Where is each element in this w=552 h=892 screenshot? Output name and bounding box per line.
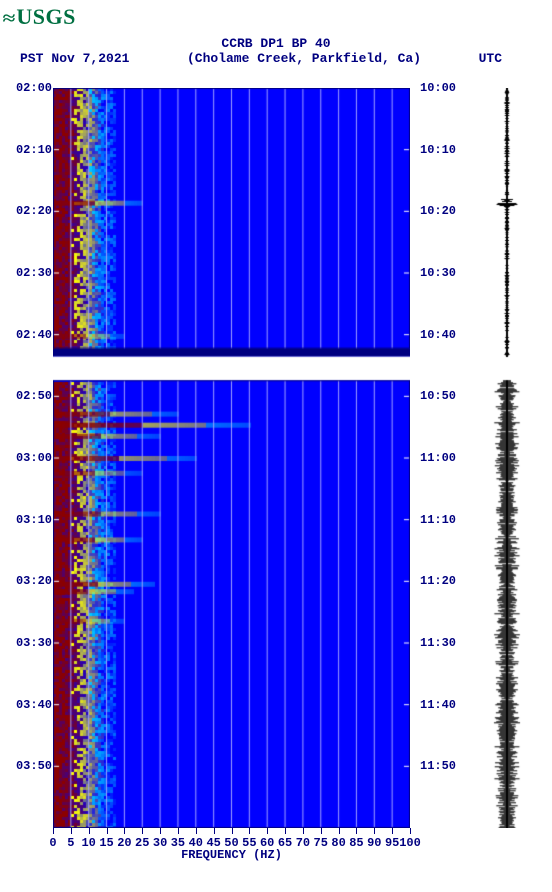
- utc-tick-label: 10:20: [420, 204, 456, 218]
- freq-tick: [53, 828, 54, 834]
- pst-tick-label: 02:50: [16, 389, 52, 403]
- utc-tick-label: 11:20: [420, 574, 456, 588]
- title-station: CCRB DP1 BP 40: [0, 36, 552, 51]
- freq-tick: [107, 828, 108, 834]
- freq-tick: [392, 828, 393, 834]
- waveform-panel: [472, 88, 542, 828]
- usgs-wave-icon: ≈: [2, 8, 16, 29]
- utc-tick-label: 10:40: [420, 328, 456, 342]
- freq-tick: [196, 828, 197, 834]
- freq-tick: [374, 828, 375, 834]
- pst-tick-label: 02:40: [16, 328, 52, 342]
- freq-tick: [160, 828, 161, 834]
- tz-left-label: PST: [20, 51, 43, 66]
- freq-tick: [214, 828, 215, 834]
- utc-tick-label: 10:30: [420, 266, 456, 280]
- spectrogram-plot: [53, 88, 410, 828]
- chart-title: CCRB DP1 BP 40 PST Nov 7,2021 (Cholame C…: [0, 36, 552, 66]
- freq-tick: [410, 828, 411, 834]
- pst-time-axis: 02:0002:1002:2002:3002:4002:5003:0003:10…: [10, 88, 52, 828]
- pst-tick-label: 02:00: [16, 81, 52, 95]
- utc-tick-label: 10:10: [420, 143, 456, 157]
- tz-right-label: UTC: [479, 51, 502, 66]
- utc-tick-label: 11:50: [420, 759, 456, 773]
- freq-tick: [249, 828, 250, 834]
- frequency-axis-title: FREQUENCY (HZ): [0, 848, 463, 862]
- pst-tick-label: 03:10: [16, 513, 52, 527]
- utc-tick-label: 11:00: [420, 451, 456, 465]
- pst-tick-label: 02:10: [16, 143, 52, 157]
- frequency-axis: 0510152025303540455055606570758085909510…: [53, 830, 410, 844]
- utc-time-axis: 10:0010:1010:2010:3010:4010:5011:0011:10…: [412, 88, 462, 828]
- waveform-canvas: [472, 88, 542, 828]
- freq-tick: [71, 828, 72, 834]
- freq-tick: [321, 828, 322, 834]
- usgs-text: USGS: [16, 4, 75, 29]
- utc-tick-label: 11:30: [420, 636, 456, 650]
- freq-tick: [303, 828, 304, 834]
- utc-tick-label: 10:50: [420, 389, 456, 403]
- pst-tick-label: 03:30: [16, 636, 52, 650]
- freq-tick: [356, 828, 357, 834]
- pst-tick-label: 03:40: [16, 698, 52, 712]
- freq-tick: [267, 828, 268, 834]
- freq-tick: [285, 828, 286, 834]
- freq-tick: [89, 828, 90, 834]
- pst-tick-label: 03:00: [16, 451, 52, 465]
- usgs-logo: ≈USGS: [4, 4, 76, 30]
- pst-tick-label: 02:30: [16, 266, 52, 280]
- freq-tick: [232, 828, 233, 834]
- title-subrow: PST Nov 7,2021 (Cholame Creek, Parkfield…: [0, 51, 552, 66]
- freq-tick: [339, 828, 340, 834]
- spectrogram-canvas: [53, 88, 410, 828]
- pst-tick-label: 03:50: [16, 759, 52, 773]
- date-label: Nov 7,2021: [51, 51, 129, 66]
- freq-tick: [124, 828, 125, 834]
- freq-tick: [178, 828, 179, 834]
- freq-tick: [142, 828, 143, 834]
- location-label: (Cholame Creek, Parkfield, Ca): [129, 51, 478, 66]
- utc-tick-label: 11:40: [420, 698, 456, 712]
- pst-tick-label: 02:20: [16, 204, 52, 218]
- utc-tick-label: 11:10: [420, 513, 456, 527]
- utc-tick-label: 10:00: [420, 81, 456, 95]
- pst-tick-label: 03:20: [16, 574, 52, 588]
